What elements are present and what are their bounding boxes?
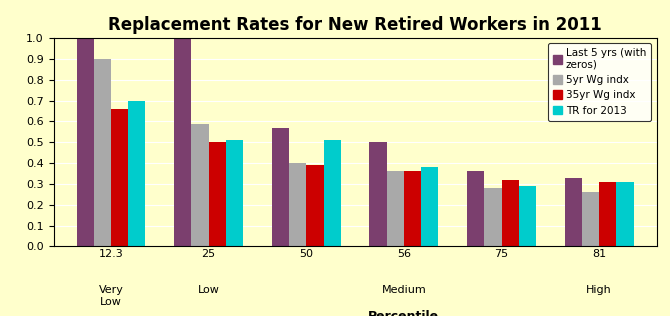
Bar bbox=[582, 192, 599, 246]
Text: High: High bbox=[586, 285, 612, 295]
Title: Replacement Rates for New Retired Workers in 2011: Replacement Rates for New Retired Worker… bbox=[109, 15, 602, 33]
Bar bbox=[324, 140, 341, 246]
Bar bbox=[306, 165, 324, 246]
Bar bbox=[502, 180, 519, 246]
Text: Medium: Medium bbox=[381, 285, 426, 295]
Bar bbox=[369, 142, 387, 246]
Bar bbox=[226, 140, 243, 246]
Bar bbox=[404, 172, 421, 246]
Text: Percentile: Percentile bbox=[369, 310, 440, 316]
Bar bbox=[208, 142, 226, 246]
Bar bbox=[519, 186, 536, 246]
Bar bbox=[272, 128, 289, 246]
Bar bbox=[76, 38, 94, 246]
Bar bbox=[484, 188, 502, 246]
Bar bbox=[192, 124, 208, 246]
Bar bbox=[565, 178, 582, 246]
Bar bbox=[616, 182, 634, 246]
Bar bbox=[128, 100, 145, 246]
Text: Low: Low bbox=[198, 285, 220, 295]
Bar bbox=[94, 59, 111, 246]
Text: Very
Low: Very Low bbox=[98, 285, 123, 307]
Bar bbox=[599, 182, 616, 246]
Bar bbox=[174, 38, 192, 246]
Bar bbox=[467, 172, 484, 246]
Bar bbox=[289, 163, 306, 246]
Legend: Last 5 yrs (with
zeros), 5yr Wg indx, 35yr Wg indx, TR for 2013: Last 5 yrs (with zeros), 5yr Wg indx, 35… bbox=[548, 43, 651, 121]
Bar bbox=[421, 167, 438, 246]
Bar bbox=[111, 109, 128, 246]
Bar bbox=[387, 172, 404, 246]
